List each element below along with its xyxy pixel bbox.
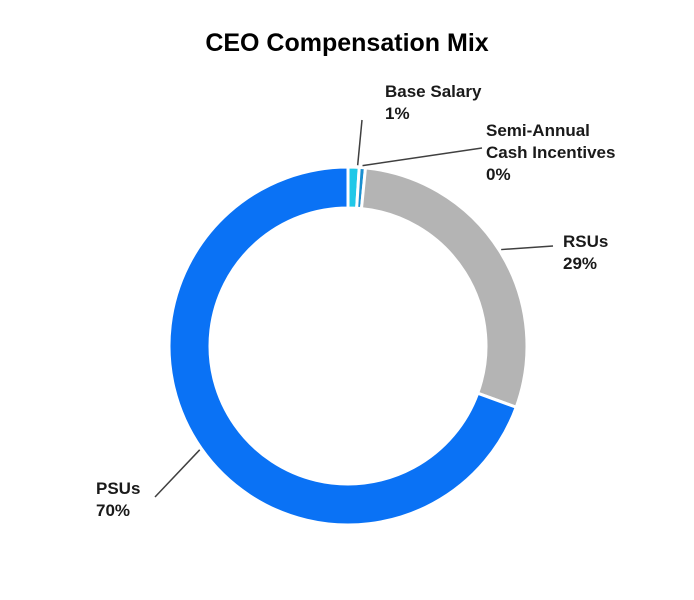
donut-slices: [167, 165, 529, 527]
slice-name-label: RSUs: [563, 232, 608, 251]
slice-value-label: 0%: [486, 165, 511, 184]
chart-title: CEO Compensation Mix: [205, 29, 488, 57]
slice-name-label: Semi-Annual: [486, 121, 590, 140]
slice-psus: [167, 165, 519, 527]
slice-name-label: Cash Incentives: [486, 143, 615, 162]
slice-label-base-salary: Base Salary 1%: [385, 82, 482, 123]
slice-label-rsus: RSUs 29%: [563, 232, 608, 273]
slice-rsus: [359, 166, 529, 410]
leader-line-base-salary: [356, 119, 363, 166]
slice-labels: Base Salary 1% Semi-Annual Cash Incentives 0…: [96, 82, 615, 520]
slice-label-semi-annual-cash-incentives: Semi-Annual Cash Incentives 0%: [486, 121, 615, 184]
slice-name-label: PSUs: [96, 479, 140, 498]
leader-line-rsus: [501, 245, 554, 251]
slice-value-label: 1%: [385, 104, 410, 123]
leader-line-semi-annual-cash-incentives: [362, 147, 483, 167]
slice-value-label: 70%: [96, 501, 130, 520]
leader-line-psus: [154, 449, 201, 498]
slice-value-label: 29%: [563, 254, 597, 273]
slice-label-psus: PSUs 70%: [96, 479, 140, 520]
slice-name-label: Base Salary: [385, 82, 482, 101]
leader-lines: [154, 119, 554, 498]
